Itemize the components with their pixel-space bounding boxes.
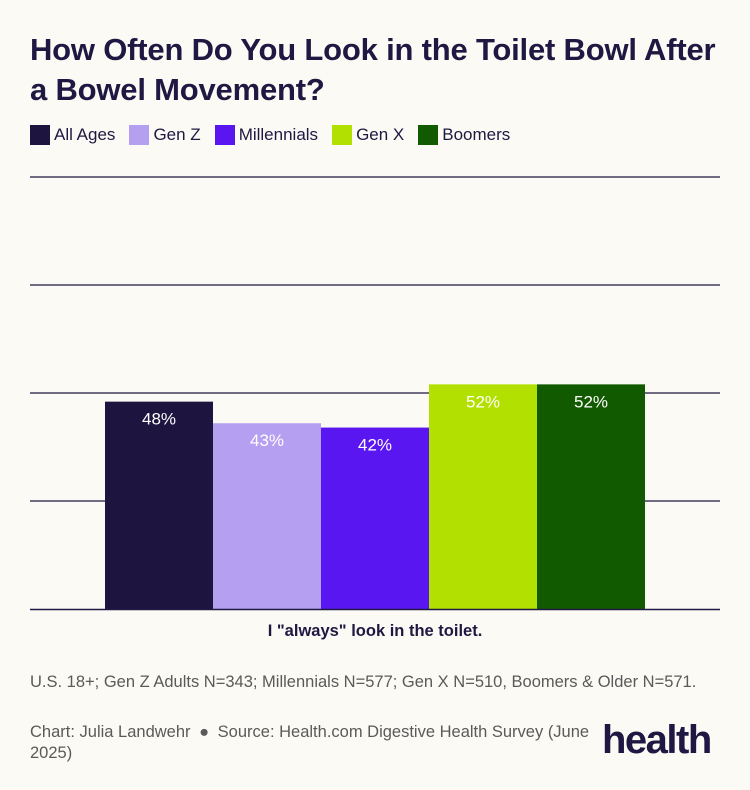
bar-gen-x — [429, 384, 537, 609]
legend-swatch-millennials — [214, 125, 235, 145]
data-label-millennials: 42% — [358, 436, 392, 455]
legend-item-gen-z: Gen Z — [129, 125, 201, 145]
credit-line: Chart: Julia Landwehr ● Source: Health.c… — [30, 722, 590, 764]
bar-boomers — [537, 384, 645, 609]
bar-chart: 48% 43% 42% 52% 52% I "always" look in the to… — [30, 176, 720, 640]
category-label: I "always" look in the toilet. — [268, 622, 483, 640]
data-label-gen-z: 43% — [250, 431, 284, 450]
legend-item-boomers: Boomers — [418, 125, 510, 145]
bar-all-ages — [105, 401, 213, 609]
bar-gen-z — [213, 423, 321, 609]
health-logo: health — [602, 718, 712, 762]
data-label-gen-x: 52% — [466, 392, 500, 411]
chart-title: How Often Do You Look in the Toilet Bowl… — [30, 32, 716, 107]
legend-label-gen-x: Gen X — [356, 125, 405, 144]
bar-millennials — [321, 427, 429, 609]
chart-author: Chart: Julia Landwehr — [30, 723, 191, 741]
legend-label-millennials: Millennials — [238, 125, 319, 144]
legend-item-all-ages: All Ages — [30, 125, 115, 145]
legend-label-all-ages: All Ages — [54, 125, 116, 144]
legend-label-gen-z: Gen Z — [153, 125, 201, 144]
chart-source: Source: Health.com Digestive Health Surv… — [30, 723, 590, 762]
legend-swatch-gen-x — [332, 125, 353, 145]
data-label-boomers: 52% — [574, 392, 608, 411]
legend-item-gen-x: Gen X — [332, 125, 404, 145]
legend: All Ages Gen Z Millennials Gen X Boomers — [30, 125, 510, 145]
legend-label-boomers: Boomers — [442, 125, 511, 144]
legend-item-millennials: Millennials — [214, 125, 319, 145]
legend-swatch-boomers — [418, 125, 439, 145]
legend-swatch-gen-z — [129, 125, 150, 145]
separator-dot: ● — [199, 723, 210, 741]
footnote: U.S. 18+; Gen Z Adults N=343; Millennial… — [30, 673, 697, 691]
data-label-all-ages: 48% — [142, 410, 176, 429]
legend-swatch-all-ages — [30, 125, 50, 145]
